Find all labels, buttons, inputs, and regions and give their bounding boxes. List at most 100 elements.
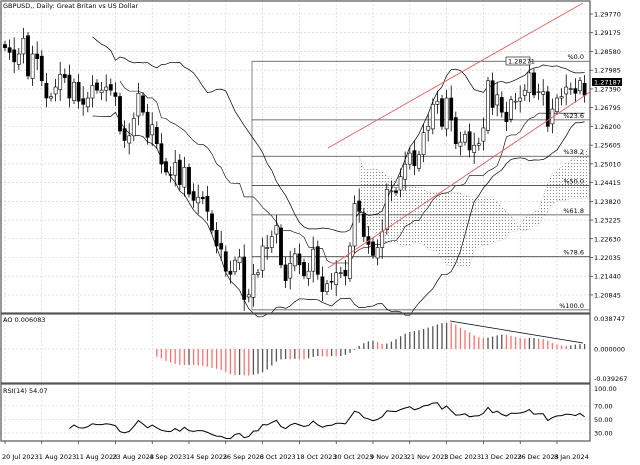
candle-bull [85, 97, 90, 108]
candle-bull [541, 91, 546, 95]
candle-bear [39, 55, 44, 82]
candle-bull [131, 118, 136, 137]
channel-lower-line[interactable] [327, 91, 591, 269]
rsi-tick-label: 30.00 [594, 430, 613, 438]
candle-bear [357, 200, 362, 212]
candle-bull [260, 245, 265, 271]
candle-bull [104, 86, 109, 91]
candle-bear [81, 98, 86, 105]
candle-bull [527, 72, 532, 93]
candle-bull [30, 53, 35, 79]
candle-bear [108, 84, 113, 91]
candle-bull [559, 96, 564, 99]
candle-bull [384, 189, 389, 230]
y-tick-label: 1.29175 [594, 29, 621, 37]
candle-bear [242, 256, 247, 300]
candle-bear [573, 88, 578, 94]
candle-bull [564, 86, 569, 95]
candle-bear [7, 47, 12, 53]
candle-bull [417, 154, 421, 169]
candle-bear [164, 161, 168, 173]
candle-bear [343, 269, 348, 277]
candle-bull [58, 74, 63, 90]
candle-bear [449, 97, 454, 121]
panel-frame [0, 383, 591, 442]
candle-bull [306, 270, 311, 279]
candle-bear [187, 167, 191, 195]
candle-bear [279, 227, 283, 266]
candle-bull [352, 203, 357, 247]
x-tick-label: 26 Sep 2023 [223, 453, 264, 461]
candle-bull [288, 263, 293, 279]
candle-bear [12, 49, 17, 63]
y-tick-label: 1.22630 [594, 235, 621, 243]
candle-bear [453, 117, 458, 144]
fib-level-label: %50.0 [563, 178, 584, 186]
bollinger-upper [92, 36, 585, 233]
ao-tick-label: -0.039267 [594, 375, 627, 383]
candle-bear [371, 241, 375, 256]
candle-bull [251, 274, 256, 298]
candle-bull [463, 133, 467, 143]
candle-bull [246, 294, 251, 298]
candle-bull [311, 248, 316, 272]
candle-bear [228, 270, 233, 275]
candle-bull [49, 96, 53, 99]
high-price-label: 1.28271 [508, 58, 535, 66]
candle-bull [398, 176, 403, 191]
candle-bull [182, 167, 187, 188]
x-tick-label: 14 Sep 2023 [186, 453, 227, 461]
x-tick-label: 4 Sep 2023 [149, 453, 186, 461]
candle-bull [274, 225, 279, 235]
x-tick-label: 1 Aug 2023 [39, 453, 77, 461]
x-tick-label: 9 Nov 2023 [370, 453, 408, 461]
candle-bull [237, 256, 242, 263]
candle-bull [389, 190, 394, 193]
y-tick-label: 1.26200 [594, 123, 621, 131]
fibonacci-retracement[interactable]: %0.0 %23.6 %38.2 %50.0 %61.8 %78.6 %100.0 [251, 53, 590, 311]
x-tick-label: 6 Oct 2023 [260, 453, 296, 461]
candle-bull [233, 259, 237, 273]
y-tick-label: 1.21440 [594, 273, 621, 281]
x-tick-label: 21 Nov 2023 [407, 453, 449, 461]
candle-bear [394, 190, 398, 193]
candles [3, 27, 587, 311]
candle-bull [53, 86, 58, 95]
y-tick-label: 1.24415 [594, 179, 621, 187]
candle-bear [219, 243, 224, 250]
candle-bull [444, 97, 449, 130]
candle-bull [21, 37, 26, 55]
fib-level-label: %78.6 [563, 249, 584, 257]
y-tick-label: 1.27390 [594, 85, 621, 93]
candle-bear [76, 82, 81, 102]
x-tick-label: 18 Oct 2023 [296, 453, 336, 461]
candle-bull [380, 231, 385, 248]
x-tick-label: 1 Dec 2023 [444, 453, 481, 461]
price-channel[interactable] [327, 2, 591, 269]
candle-bear [297, 253, 302, 266]
candle-bull [407, 152, 412, 165]
ao-tick-label: 0.000000 [594, 346, 625, 354]
bollinger-lower [92, 111, 585, 318]
candle-bull [578, 80, 582, 92]
candle-bear [223, 251, 228, 272]
candle-bear [67, 74, 72, 99]
ao-label: AO 0.006083 [3, 316, 46, 324]
fib-level-label: %61.8 [563, 207, 584, 215]
y-tick-label: 1.25605 [594, 142, 621, 150]
candle-bear [141, 95, 145, 113]
candle-bear [44, 82, 49, 99]
candle-bull [375, 247, 380, 259]
ao-trendline[interactable] [449, 320, 584, 344]
candle-bear [177, 159, 182, 185]
bollinger-bands [92, 36, 585, 318]
y-tick-label: 1.29770 [594, 11, 621, 19]
channel-upper-line[interactable] [327, 2, 584, 149]
ichimoku-cloud [119, 81, 590, 267]
candle-bull [536, 91, 541, 93]
rsi-tick-label: 70.00 [594, 403, 613, 411]
candle-bear [205, 195, 210, 212]
y-tick-label: 1.25010 [594, 160, 621, 168]
candle-bear [191, 191, 196, 201]
